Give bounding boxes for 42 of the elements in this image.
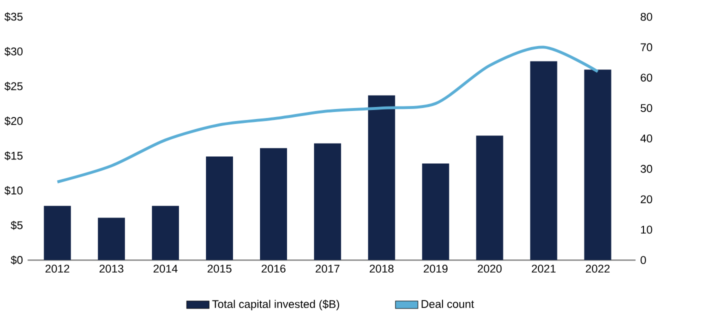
y2-tick-label: 40 — [640, 134, 652, 142]
y-tick-label: $30 — [4, 46, 23, 56]
y2-tick-label: 20 — [640, 195, 652, 204]
y-tick-label: $35 — [4, 12, 23, 22]
y2-tick-label: 30 — [640, 164, 652, 173]
x-tick-label: 2017 — [316, 264, 340, 272]
legend-label: Total capital invested ($B) — [212, 300, 340, 310]
bar — [44, 206, 71, 260]
bar — [368, 95, 396, 260]
x-tick-label: 2019 — [424, 264, 448, 272]
bar — [314, 143, 342, 260]
bar — [206, 156, 233, 260]
x-tick-label: 2013 — [100, 264, 124, 272]
y2-tick-label: 60 — [640, 74, 652, 82]
line-series — [56, 46, 600, 184]
bar — [476, 136, 504, 260]
y-tick-label: $0 — [10, 255, 23, 264]
x-tick-label: 2020 — [478, 264, 502, 272]
y-tick-label: $15 — [4, 151, 23, 160]
x-tick-label: 2015 — [208, 264, 232, 272]
y2-tick-label: 80 — [640, 12, 652, 21]
bar — [584, 69, 612, 260]
legend-label: Deal count — [422, 300, 474, 308]
bar — [530, 61, 558, 260]
x-tick-label: 2018 — [370, 264, 394, 272]
y-tick-label: $5 — [10, 220, 23, 230]
y2-tick-label: 50 — [640, 104, 652, 112]
x-tick-label: 2012 — [46, 264, 70, 272]
x-tick-label: 2021 — [532, 264, 556, 272]
bar — [422, 163, 450, 260]
bar — [260, 148, 288, 260]
y2-tick-label: 70 — [640, 43, 652, 52]
y-tick-label: $10 — [4, 186, 23, 195]
y2-tick-label: 0 — [640, 256, 646, 264]
x-tick-label: 2016 — [262, 264, 286, 272]
x-tick-label: 2014 — [154, 264, 178, 272]
y-tick-label: $25 — [4, 82, 23, 91]
y-tick-label: $20 — [4, 116, 23, 126]
x-tick-label: 2022 — [586, 264, 610, 272]
bar — [98, 218, 125, 260]
bar — [152, 206, 179, 260]
y2-tick-label: 10 — [641, 226, 652, 234]
